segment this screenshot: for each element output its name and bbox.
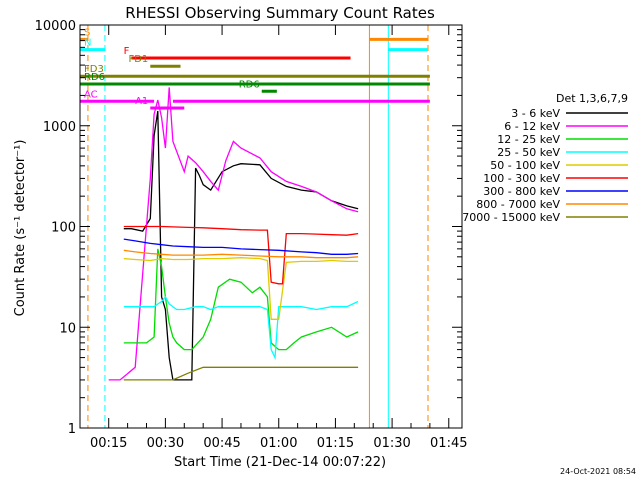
series-line-7 [123, 249, 359, 259]
series-line-1 [108, 87, 359, 381]
series-line-2 [123, 248, 359, 351]
legend-entry-label: 3 - 6 keV [511, 107, 560, 120]
state-bar-label: N [84, 38, 91, 49]
x-tick-label: 00:15 [90, 436, 127, 451]
y-tick-label: 10 [59, 321, 76, 336]
legend-entry-label: 7000 - 15000 keV [462, 211, 560, 224]
state-bar-label: RD6 [239, 79, 260, 90]
series-line-4 [123, 257, 359, 320]
timestamp-footer: 24-Oct-2021 08:54 [560, 467, 636, 476]
state-bar-label: F [124, 46, 130, 57]
x-tick-label: 00:30 [147, 436, 184, 451]
legend-entry-label: 6 - 12 keV [504, 120, 560, 133]
chart-title: RHESSI Observing Summary Count Rates [125, 4, 435, 22]
state-bar-label: FD3 [84, 64, 104, 75]
state-bar-label: AC [84, 89, 98, 100]
legend-entry-label: 25 - 50 keV [497, 146, 560, 159]
state-bar-label: A1 [135, 96, 148, 107]
x-tick-label: 01:00 [260, 436, 297, 451]
state-bar-label: FD1 [128, 54, 148, 65]
legend-title: Det 1,3,6,7,9 [556, 92, 628, 105]
x-axis-label: Start Time (21-Dec-14 00:07:22) [174, 455, 386, 470]
y-axis-label: Count Rate (s⁻¹ detector⁻¹) [13, 140, 28, 317]
legend-entry-label: 100 - 300 keV [483, 172, 560, 185]
y-tick-label: 1 [68, 422, 76, 437]
state-bar-label: S [84, 27, 90, 38]
series-line-0 [123, 110, 359, 381]
y-tick-label: 100 [51, 221, 76, 236]
series-line-3 [123, 295, 359, 361]
x-tick-label: 01:45 [430, 436, 467, 451]
legend-entry-label: 50 - 100 keV [490, 159, 560, 172]
series-line-6 [123, 238, 359, 255]
y-tick-label: 1000 [43, 120, 76, 135]
legend-entry-label: 12 - 25 keV [497, 133, 560, 146]
x-tick-label: 00:45 [203, 436, 240, 451]
series-line-8 [123, 366, 359, 381]
axes: 1 10 100 1000 10000 00:15 00:30 00:45 01:00 01:15… [35, 19, 468, 451]
legend-entry-label: 300 - 800 keV [483, 185, 560, 198]
legend-entry-label: 800 - 7000 keV [476, 198, 560, 211]
state-bar-label: RD6 [84, 72, 105, 83]
x-tick-label: 01:30 [373, 436, 410, 451]
y-tick-label: 10000 [35, 19, 76, 34]
series-line-5 [123, 225, 359, 285]
x-tick-label: 01:15 [317, 436, 354, 451]
